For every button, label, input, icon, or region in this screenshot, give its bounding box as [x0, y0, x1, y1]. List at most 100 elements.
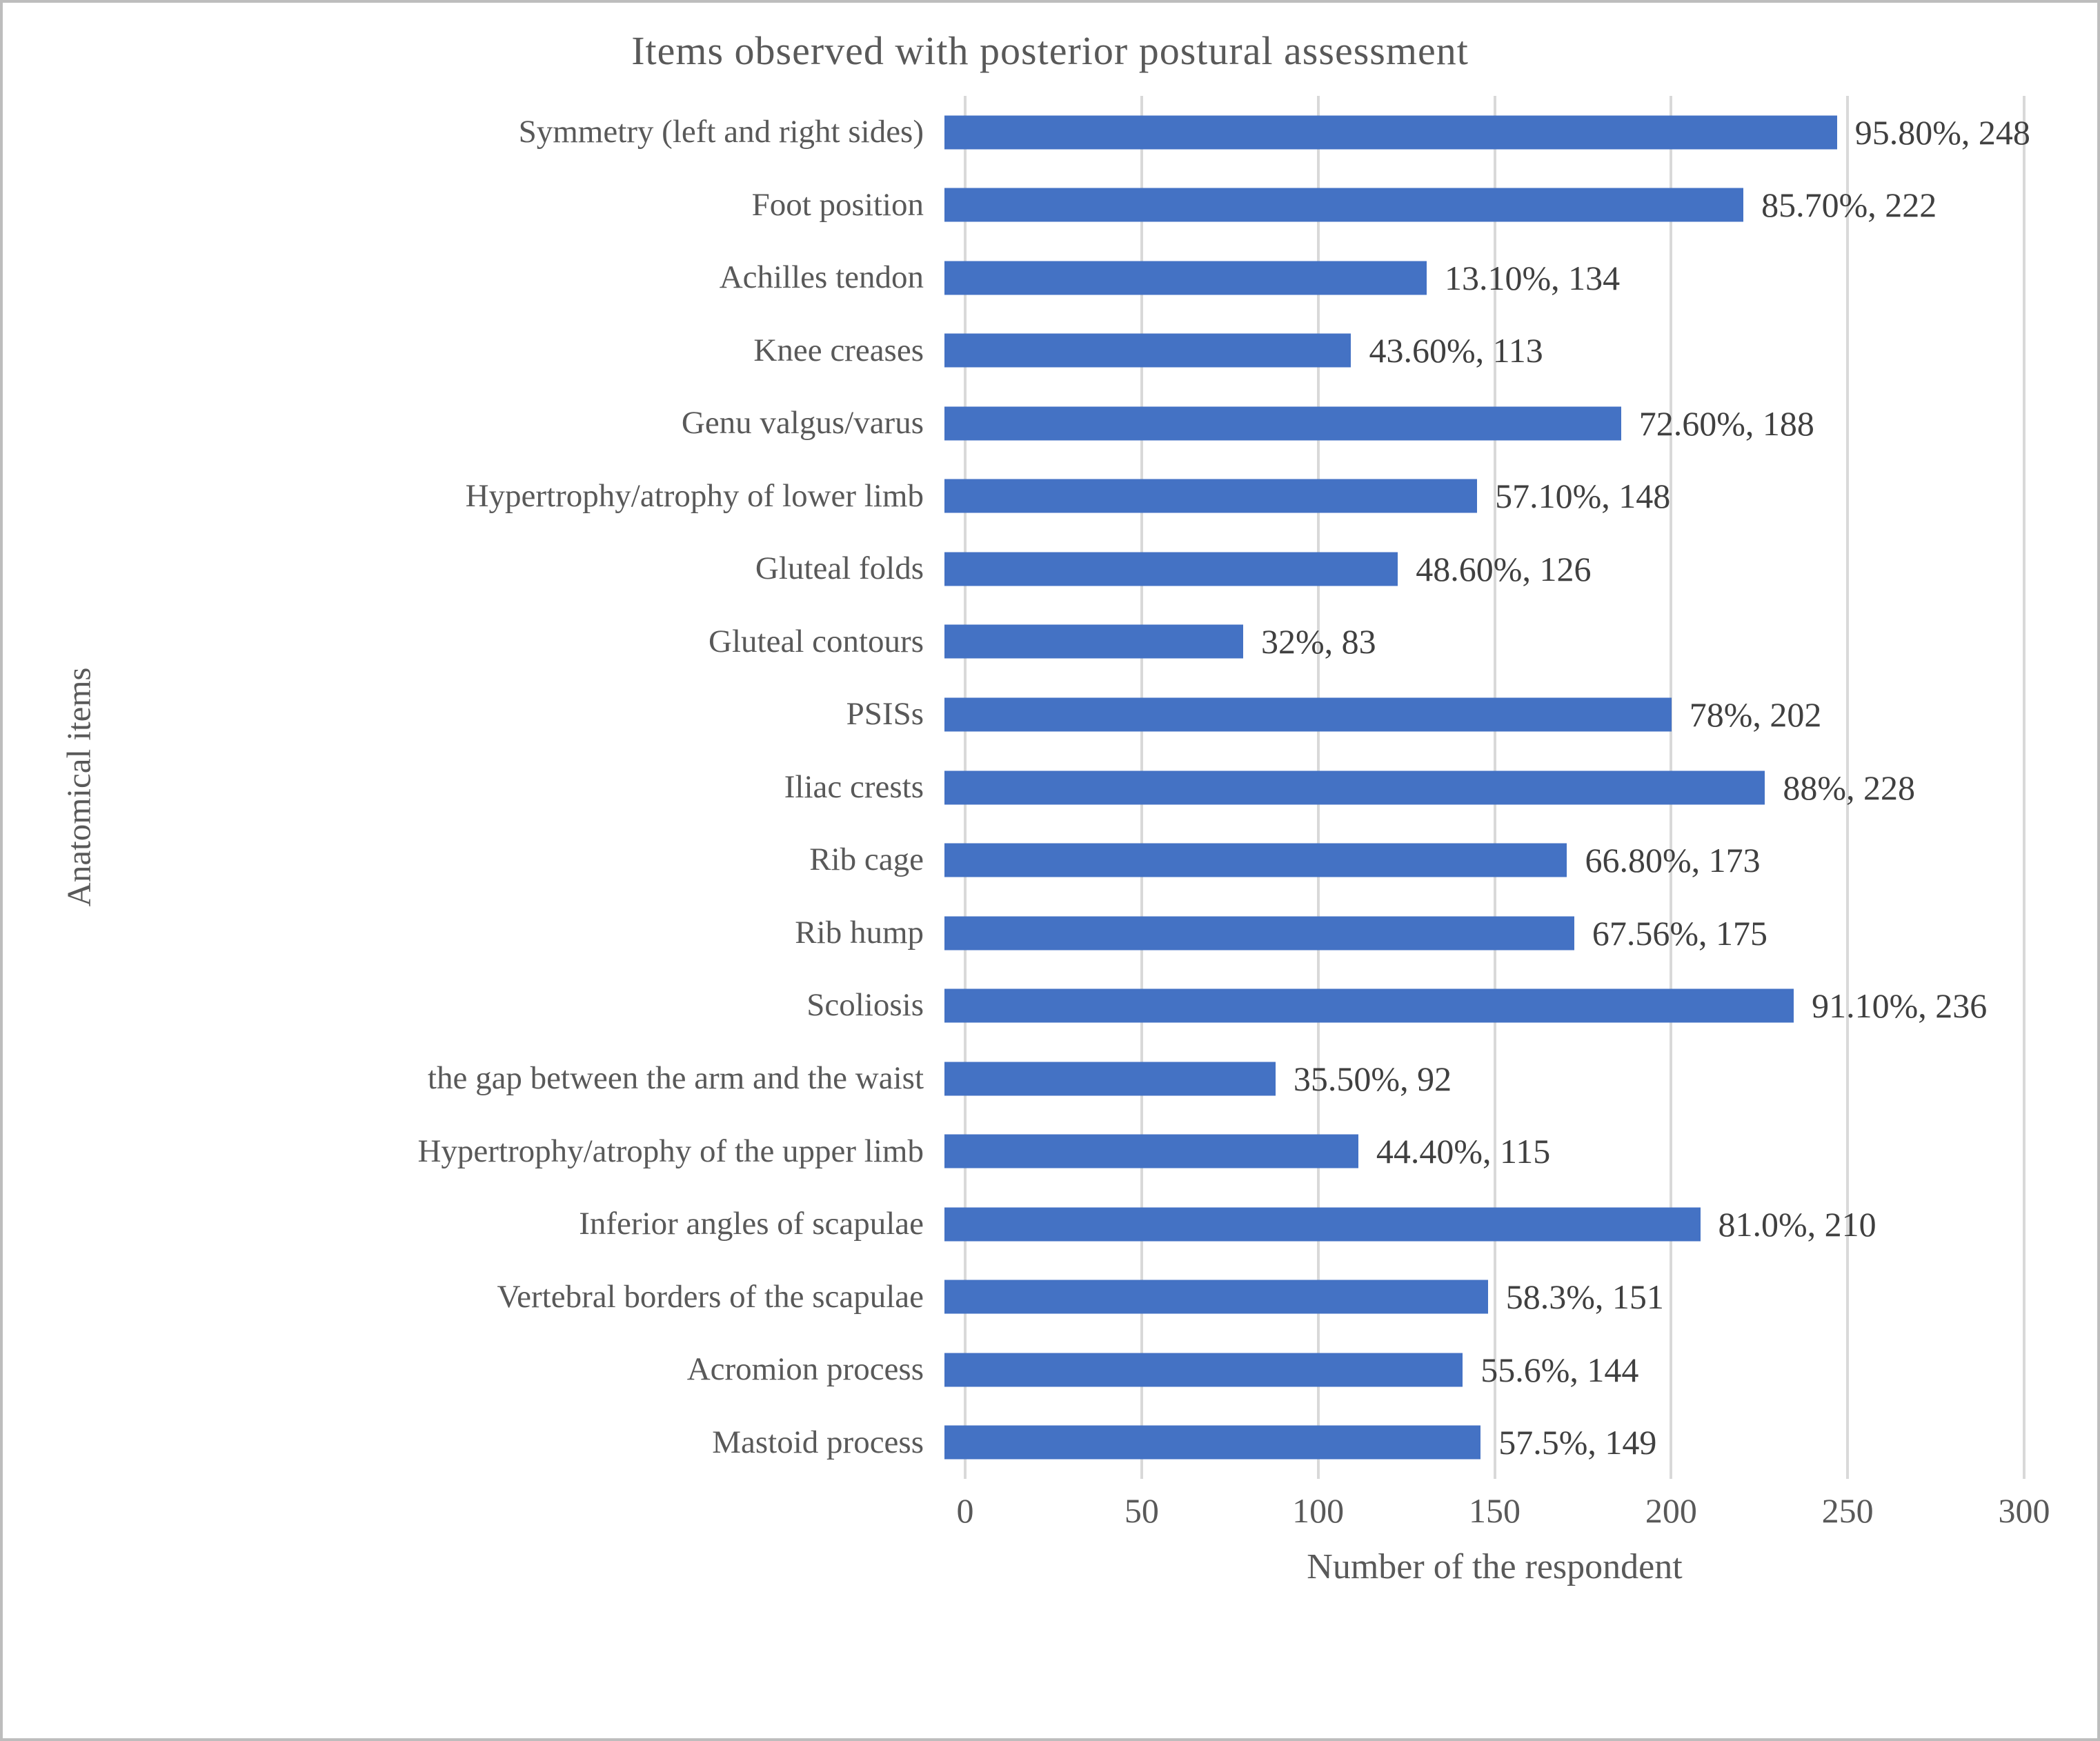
bar-track: 55.6%, 144 [944, 1333, 2024, 1406]
bar-row: Symmetry (left and right sides) 95.80%, 2… [3, 96, 2030, 169]
bar [944, 1207, 1701, 1242]
value-label: 91.10%, 236 [1812, 986, 1988, 1026]
bar-row: Hypertrophy/atrophy of lower limb 57.10%,… [3, 460, 2024, 533]
value-label: 48.60%, 126 [1416, 549, 1592, 588]
category-label: Hypertrophy/atrophy of lower limb [465, 477, 924, 514]
bar-row: Acromion process 55.6%, 144 [3, 1333, 2024, 1406]
bar [944, 333, 1351, 368]
value-label: 57.10%, 148 [1495, 477, 1671, 516]
bar-track: 67.56%, 175 [944, 897, 2024, 970]
bar-track: 48.60%, 126 [944, 533, 2024, 606]
bar [944, 406, 1621, 441]
bar-row: Iliac crests 88%, 228 [3, 751, 2024, 824]
bar-row: Genu valgus/varus 72.60%, 188 [3, 387, 2024, 460]
bar [944, 261, 1427, 295]
bar-row: Rib hump 67.56%, 175 [3, 897, 2024, 970]
category-label: Foot position [751, 186, 924, 223]
category-label: Symmetry (left and right sides) [518, 114, 924, 150]
category-label: Knee creases [753, 332, 924, 368]
bar-row: Gluteal contours 32%, 83 [3, 606, 2024, 679]
chart-title: Items observed with posterior postural a… [631, 28, 1469, 73]
category-label: Inferior angles of scapulae [579, 1206, 924, 1242]
value-label: 43.60%, 113 [1369, 331, 1543, 370]
category-label: PSISs [846, 696, 924, 733]
x-axis-title: Number of the respondent [1307, 1547, 1683, 1586]
bar [944, 1134, 1358, 1168]
category-label: Gluteal folds [755, 550, 924, 587]
value-label: 81.0%, 210 [1718, 1204, 1876, 1244]
category-label: Rib hump [795, 914, 924, 951]
bar-row: Knee creases 43.60%, 113 [3, 315, 2024, 388]
bar [944, 843, 1567, 877]
value-label: 78%, 202 [1689, 695, 1822, 735]
bar-row: the gap between the arm and the waist 35.… [3, 1042, 2024, 1115]
bar-row: Vertebral borders of the scapulae 58.3%, … [3, 1261, 2024, 1334]
value-label: 85.70%, 222 [1761, 186, 1937, 225]
bar-track: 13.10%, 134 [944, 241, 2024, 315]
bar [944, 916, 1574, 951]
bar-track: 81.0%, 210 [944, 1188, 2024, 1261]
bar-track: 58.3%, 151 [944, 1261, 2024, 1334]
category-label: Iliac crests [784, 768, 924, 805]
value-label: 66.80%, 173 [1585, 841, 1761, 880]
bars-layer: Symmetry (left and right sides) 95.80%, 2… [3, 96, 2030, 1480]
bar-row: Hypertrophy/atrophy of the upper limb 44.… [3, 1115, 2024, 1188]
bar-track: 85.70%, 222 [944, 169, 2024, 242]
bar-track: 35.50%, 92 [944, 1042, 2024, 1115]
category-label: Mastoid process [712, 1424, 924, 1460]
value-label: 58.3%, 151 [1505, 1277, 1664, 1317]
bar [944, 479, 1478, 513]
bar-row: Foot position 85.70%, 222 [3, 169, 2024, 242]
gridline [1846, 96, 1850, 1479]
bar [944, 770, 1765, 805]
bar-row: Gluteal folds 48.60%, 126 [3, 533, 2024, 606]
value-label: 32%, 83 [1260, 622, 1376, 661]
bar-track: 95.80%, 248 [944, 96, 2030, 169]
bar-row: Mastoid process 57.5%, 149 [3, 1406, 2024, 1480]
bar [944, 1425, 1481, 1460]
value-label: 88%, 228 [1783, 768, 1916, 807]
category-label: the gap between the arm and the waist [427, 1060, 924, 1096]
bar [944, 1353, 1463, 1387]
x-axis-ticks: 0 50 100 150 200 250 300 [957, 1486, 2050, 1535]
bar-track: 44.40%, 115 [944, 1115, 2024, 1188]
value-label: 55.6%, 144 [1480, 1350, 1639, 1389]
bar-row: PSISs 78%, 202 [3, 678, 2024, 751]
x-tick-label: 100 [1292, 1491, 1345, 1530]
bar [944, 624, 1243, 659]
x-tick-label: 50 [1124, 1491, 1159, 1530]
bar [944, 697, 1672, 732]
x-tick-label: 200 [1645, 1491, 1697, 1530]
category-label: Rib cage [809, 842, 924, 878]
value-label: 57.5%, 149 [1498, 1423, 1657, 1462]
bar-track: 72.60%, 188 [944, 387, 2024, 460]
bar [944, 552, 1398, 586]
value-label: 13.10%, 134 [1445, 258, 1621, 297]
x-tick-label: 250 [1821, 1491, 1874, 1530]
x-tick-label: 0 [956, 1491, 974, 1530]
category-label: Acromion process [686, 1351, 924, 1388]
value-label: 67.56%, 175 [1592, 913, 1768, 953]
bar-track: 57.5%, 149 [944, 1406, 2024, 1480]
bar [944, 188, 1744, 222]
bar [944, 1280, 1488, 1314]
bar [944, 115, 1837, 150]
bar-track: 57.10%, 148 [944, 460, 2024, 533]
bar-row: Inferior angles of scapulae 81.0%, 210 [3, 1188, 2024, 1261]
category-label: Achilles tendon [719, 259, 924, 296]
x-tick-label: 300 [1998, 1491, 2050, 1530]
value-label: 72.60%, 188 [1638, 404, 1814, 443]
bar [944, 1062, 1276, 1096]
bar-track: 66.80%, 173 [944, 824, 2024, 897]
category-label: Hypertrophy/atrophy of the upper limb [417, 1133, 924, 1169]
value-label: 95.80%, 248 [1854, 112, 2030, 152]
x-tick-label: 150 [1469, 1491, 1520, 1530]
category-label: Vertebral borders of the scapulae [497, 1278, 924, 1315]
bar-track: 43.60%, 113 [944, 315, 2024, 388]
category-label: Scoliosis [806, 987, 924, 1024]
bar-track: 91.10%, 236 [944, 969, 2024, 1042]
value-label: 44.40%, 115 [1376, 1132, 1551, 1171]
category-label: Genu valgus/varus [681, 405, 924, 441]
bar [944, 988, 1794, 1023]
